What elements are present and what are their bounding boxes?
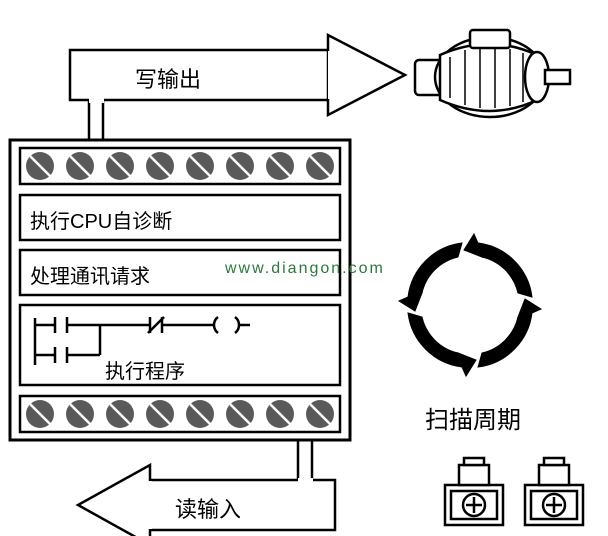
scan-cycle-label: 扫描周期: [425, 400, 521, 435]
write-output-label: 写输出: [135, 62, 201, 94]
read-input-label: 读输入: [175, 492, 241, 524]
scan-cycle-icon: [399, 234, 541, 376]
motor-icon: [415, 30, 570, 117]
cpu-diag-label: 执行CPU自诊断: [30, 205, 172, 234]
comm-request-label: 处理通讯请求: [30, 260, 150, 289]
watermark-text: www.diangon.com: [225, 260, 385, 278]
push-button-1: [445, 458, 503, 525]
plc-module: [10, 140, 350, 440]
exec-program-label: 执行程序: [105, 355, 185, 384]
write-output-arrow: [70, 35, 405, 142]
push-button-2: [525, 458, 583, 525]
